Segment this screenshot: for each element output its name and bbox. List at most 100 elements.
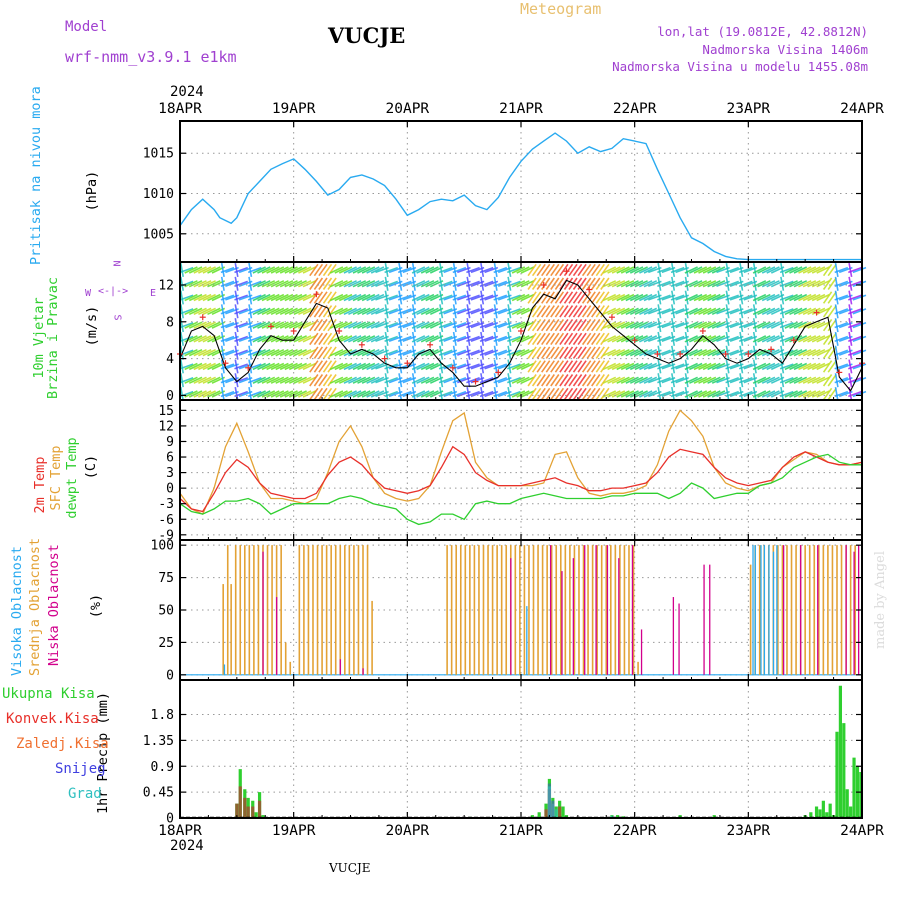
wind-streak bbox=[322, 387, 333, 401]
wind-streak bbox=[318, 346, 328, 359]
wind-streak bbox=[439, 290, 444, 305]
y-tick-label: 4 bbox=[166, 352, 174, 367]
wind-streak bbox=[738, 321, 753, 329]
wind-streak bbox=[852, 363, 867, 370]
wind-streak bbox=[329, 348, 344, 357]
wind-streak bbox=[811, 348, 826, 357]
wind-streak bbox=[698, 321, 712, 329]
wind-streak bbox=[550, 332, 560, 346]
wind-streak bbox=[420, 362, 435, 371]
wind-streak bbox=[707, 376, 721, 384]
wind-streak bbox=[793, 321, 808, 329]
wind-streak bbox=[261, 321, 276, 329]
wind-streak bbox=[779, 377, 794, 384]
wind-streak bbox=[707, 362, 721, 371]
conv-precip-bar bbox=[243, 797, 247, 818]
wind-streak bbox=[629, 335, 644, 343]
wind-streak bbox=[329, 293, 344, 302]
wind-streak bbox=[670, 294, 685, 301]
wind-streak bbox=[293, 335, 307, 343]
wind-streak bbox=[634, 293, 648, 302]
wind-streak bbox=[554, 346, 565, 359]
wind-streak bbox=[725, 390, 739, 398]
wind-streak bbox=[361, 293, 376, 302]
year-bottom: 2024 bbox=[170, 838, 204, 854]
wind-streak bbox=[789, 266, 803, 274]
total-precip-bar bbox=[835, 731, 839, 818]
wind-streak bbox=[693, 376, 708, 384]
wind-streak bbox=[507, 318, 512, 333]
wind-streak bbox=[220, 373, 225, 388]
wind-streak bbox=[247, 308, 262, 315]
wind-streak bbox=[479, 280, 494, 287]
wind-streak bbox=[684, 318, 689, 333]
wind-streak bbox=[545, 346, 555, 359]
wind-streak bbox=[620, 293, 635, 302]
wind-streak bbox=[220, 280, 235, 287]
wind-streak bbox=[180, 373, 184, 388]
wind-streak bbox=[234, 276, 239, 291]
wind-streak bbox=[789, 293, 803, 302]
wind-streak bbox=[184, 307, 198, 316]
wind-streak bbox=[531, 277, 542, 290]
wind-streak bbox=[616, 293, 630, 302]
wind-streak bbox=[689, 321, 703, 329]
wind-streak bbox=[411, 307, 426, 316]
wind-streak bbox=[207, 390, 221, 398]
y-tick-label: -6 bbox=[158, 513, 174, 528]
wind-streak bbox=[493, 335, 508, 343]
wind-streak bbox=[670, 266, 685, 274]
wind-speed-line bbox=[179, 279, 863, 392]
wind-streak bbox=[684, 376, 698, 384]
wind-streak bbox=[698, 362, 712, 371]
wind-streak bbox=[752, 331, 757, 346]
wind-streak bbox=[684, 262, 689, 278]
wind-streak bbox=[279, 293, 294, 302]
wind-streak bbox=[384, 345, 389, 360]
wind-streak bbox=[807, 376, 821, 384]
wind-streak bbox=[827, 263, 837, 277]
wind-streak bbox=[480, 262, 485, 278]
wind-streak bbox=[439, 386, 444, 402]
wind-streak bbox=[193, 293, 207, 302]
wind-streak bbox=[752, 376, 767, 384]
wind-streak bbox=[725, 276, 730, 291]
wind-streak bbox=[318, 318, 328, 332]
wind-streak bbox=[343, 348, 357, 357]
wind-streak bbox=[527, 332, 537, 346]
wind-streak bbox=[581, 291, 592, 304]
wind-streak bbox=[220, 386, 225, 402]
total-precip-bar bbox=[842, 723, 846, 818]
wind-streak bbox=[411, 304, 416, 319]
wind-streak bbox=[179, 321, 194, 329]
wind-streak bbox=[352, 307, 367, 316]
wind-streak bbox=[180, 304, 184, 319]
wind-streak bbox=[370, 321, 385, 329]
wind-streak bbox=[327, 332, 337, 346]
wind-streak bbox=[707, 390, 721, 398]
wind-streak bbox=[671, 262, 676, 278]
wind-streak bbox=[252, 321, 266, 329]
wind-streak bbox=[416, 293, 430, 302]
wind-streak bbox=[725, 262, 730, 278]
wind-streak bbox=[752, 362, 767, 371]
wind-streak bbox=[684, 304, 689, 319]
wind-streak bbox=[616, 266, 630, 274]
wind-streak bbox=[193, 376, 207, 384]
wind-streak bbox=[270, 348, 285, 357]
wind-streak bbox=[620, 307, 635, 316]
wind-streak bbox=[357, 307, 371, 316]
wind-streak bbox=[507, 373, 512, 388]
wind-streak bbox=[520, 376, 535, 384]
wind-streak bbox=[234, 304, 239, 319]
wind-streak bbox=[761, 321, 776, 329]
wind-streak bbox=[811, 335, 826, 343]
wind-streak bbox=[288, 376, 303, 384]
wind-streak bbox=[689, 362, 703, 371]
wind-streak bbox=[284, 280, 298, 288]
wind-streak bbox=[577, 332, 587, 346]
wind-streak bbox=[591, 387, 601, 401]
total-precip-bar bbox=[814, 806, 819, 818]
wind-streak bbox=[572, 360, 583, 373]
wind-streak bbox=[822, 374, 833, 387]
